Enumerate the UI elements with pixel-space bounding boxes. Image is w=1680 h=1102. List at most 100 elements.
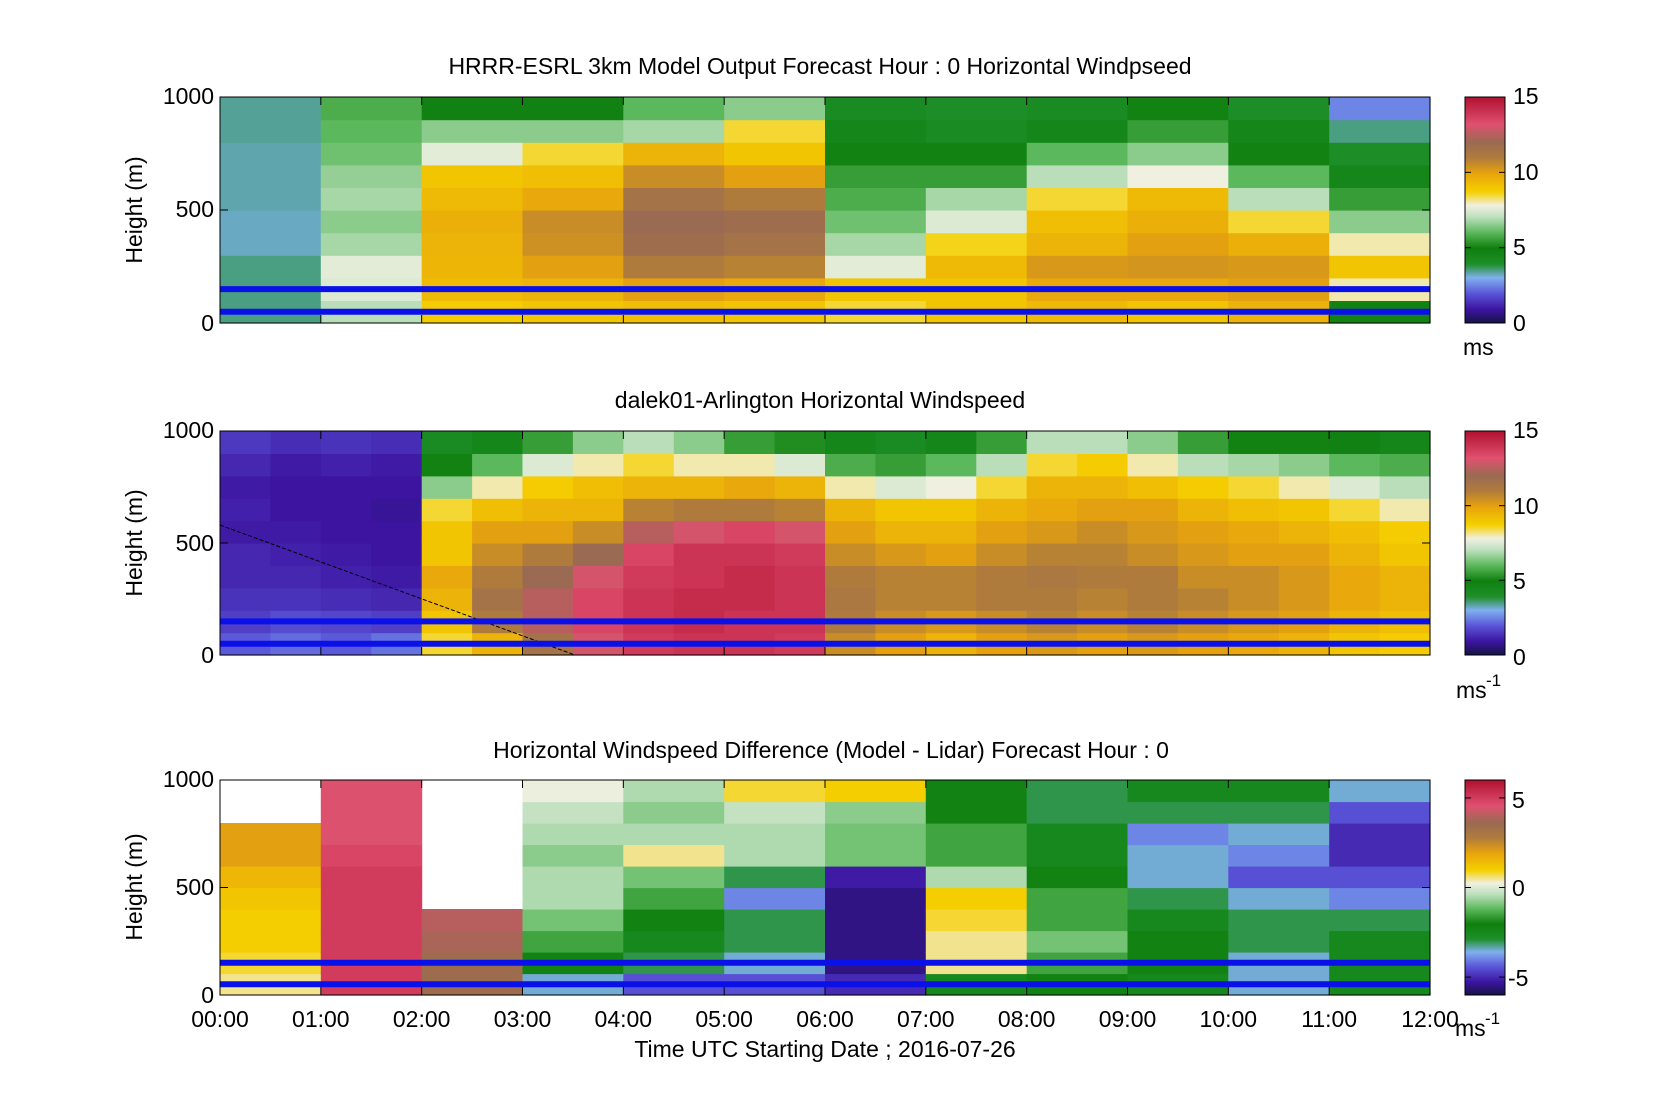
heatmap-cell (421, 475, 473, 499)
heatmap-cell (1329, 844, 1431, 867)
heatmap-cell (1228, 801, 1330, 824)
heatmap-cell (623, 431, 675, 454)
heatmap-cell (925, 823, 1028, 846)
heatmap-cell (472, 520, 524, 544)
heatmap-cell (421, 520, 473, 544)
colorbar-tick-label: 5 (1512, 787, 1525, 813)
heatmap-cell (724, 543, 776, 566)
heatmap-cells (220, 780, 1431, 996)
heatmap-cell (421, 498, 473, 522)
heatmap-cell (724, 142, 826, 166)
heatmap-cell (925, 844, 1028, 867)
heatmap-cell (724, 565, 776, 589)
heatmap-cell (1379, 453, 1431, 477)
heatmap-cell (320, 543, 372, 566)
heatmap-cell (1077, 431, 1129, 454)
heatmap-cell (472, 565, 524, 589)
heatmap-cell (825, 909, 927, 932)
heatmap-cell (774, 453, 826, 477)
heatmap-cell (925, 431, 977, 454)
heatmap-cell (270, 565, 322, 589)
heatmap-cell (774, 565, 826, 589)
colorbar-unit: ms (1456, 677, 1487, 703)
heatmap-cell (623, 255, 725, 279)
colorbar-ticks (1465, 96, 1505, 324)
y-ticks (220, 430, 1430, 656)
heatmap-cell (1228, 232, 1330, 256)
heatmap-cell (320, 210, 423, 234)
heatmap-cell (270, 543, 322, 566)
heatmap-cell (724, 475, 776, 499)
heatmap-cell (421, 187, 524, 211)
heatmap-cell (320, 866, 423, 889)
heatmap-cell (220, 187, 322, 211)
heatmap-cell (220, 164, 322, 188)
heatmap-cell (1278, 565, 1330, 589)
heatmap-cell (1329, 119, 1431, 143)
heatmap-cell (320, 119, 423, 143)
heatmap-cell (1026, 887, 1129, 910)
heatmap-cell (774, 543, 826, 566)
panel-title: Horizontal Windspeed Difference (Model -… (493, 737, 1169, 763)
y-axis-label: Height (m) (121, 833, 147, 940)
heatmap-cell (1077, 543, 1129, 566)
heatmap-cell (1278, 431, 1330, 454)
heatmap-cell (421, 232, 524, 256)
heatmap-cell (825, 565, 876, 589)
heatmap-cell (925, 142, 1028, 166)
heatmap-cell (1026, 844, 1129, 867)
heatmap-cell (875, 565, 927, 589)
heatmap-cell (1177, 520, 1229, 544)
y-tick-label: 1000 (163, 417, 214, 443)
heatmap-cell (1177, 543, 1229, 566)
heatmap-cell (925, 210, 1028, 234)
heatmap-cell (421, 909, 524, 932)
heatmap-cell (522, 119, 624, 143)
heatmap-cell (875, 520, 927, 544)
heatmap-cell (220, 844, 322, 867)
heatmap-cell (320, 823, 423, 846)
heatmap-cell (623, 823, 725, 846)
y-tick-label: 0 (201, 982, 214, 1008)
heatmap-cell (472, 543, 524, 566)
heatmap-cell (522, 887, 624, 910)
heatmap-cell (1228, 210, 1330, 234)
heatmap-cell (1026, 142, 1129, 166)
heatmap-cell (623, 930, 725, 953)
heatmap-cell (220, 520, 271, 544)
heatmap-cell (1127, 164, 1229, 188)
heatmap-cell (1026, 543, 1078, 566)
heatmap-cell (1329, 823, 1431, 846)
colorbar-ticks (1465, 430, 1505, 656)
heatmap-cell (220, 498, 271, 522)
heatmap-cell (1177, 453, 1229, 477)
heatmap-cell (724, 210, 826, 234)
heatmap-cell (220, 232, 322, 256)
heatmap-cell (1228, 565, 1280, 589)
colorbar (1464, 430, 1506, 656)
heatmap-cell (1127, 498, 1179, 522)
heatmap-cell (522, 255, 624, 279)
heatmap-cell (320, 801, 423, 824)
heatmap-cell (1127, 97, 1229, 121)
heatmap-cell (623, 780, 725, 803)
heatmap-cell (1177, 475, 1229, 499)
heatmap-cell (1329, 210, 1431, 234)
heatmap-cell (623, 801, 725, 824)
colorbar-tick-label: 0 (1512, 875, 1525, 901)
heatmap-cell (673, 520, 725, 544)
heatmap-cell (1379, 431, 1431, 454)
heatmap-cell (1329, 164, 1431, 188)
heatmap-cell (472, 498, 524, 522)
heatmap-cell (1228, 780, 1330, 803)
heatmap-cell (1228, 97, 1330, 121)
y-axis-label: Height (m) (121, 156, 147, 263)
heatmap-cell (825, 453, 876, 477)
heatmap-cell (220, 587, 271, 611)
heatmap-cell (1026, 909, 1129, 932)
colorbar-unit: ms (1463, 334, 1494, 360)
heatmap-cell (1026, 520, 1078, 544)
heatmap-cell (1127, 431, 1179, 454)
colorbar-tick-label: 10 (1513, 493, 1539, 519)
